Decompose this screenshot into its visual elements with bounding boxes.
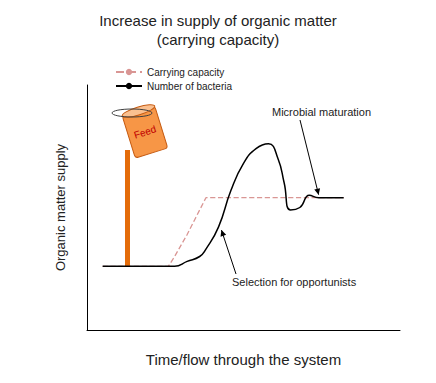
- svg-text:Feed: Feed: [132, 123, 157, 140]
- svg-text:Time/flow through the system: Time/flow through the system: [146, 351, 341, 368]
- svg-text:(carrying capacity): (carrying capacity): [157, 31, 280, 48]
- svg-text:Number of bacteria: Number of bacteria: [147, 81, 232, 92]
- svg-text:Microbial maturation: Microbial maturation: [272, 106, 371, 118]
- svg-text:Selection for opportunists: Selection for opportunists: [232, 276, 357, 288]
- svg-text:Organic matter supply: Organic matter supply: [53, 143, 68, 271]
- svg-text:Increase in supply of organic: Increase in supply of organic matter: [99, 12, 337, 29]
- svg-text:Carrying capacity: Carrying capacity: [147, 67, 224, 78]
